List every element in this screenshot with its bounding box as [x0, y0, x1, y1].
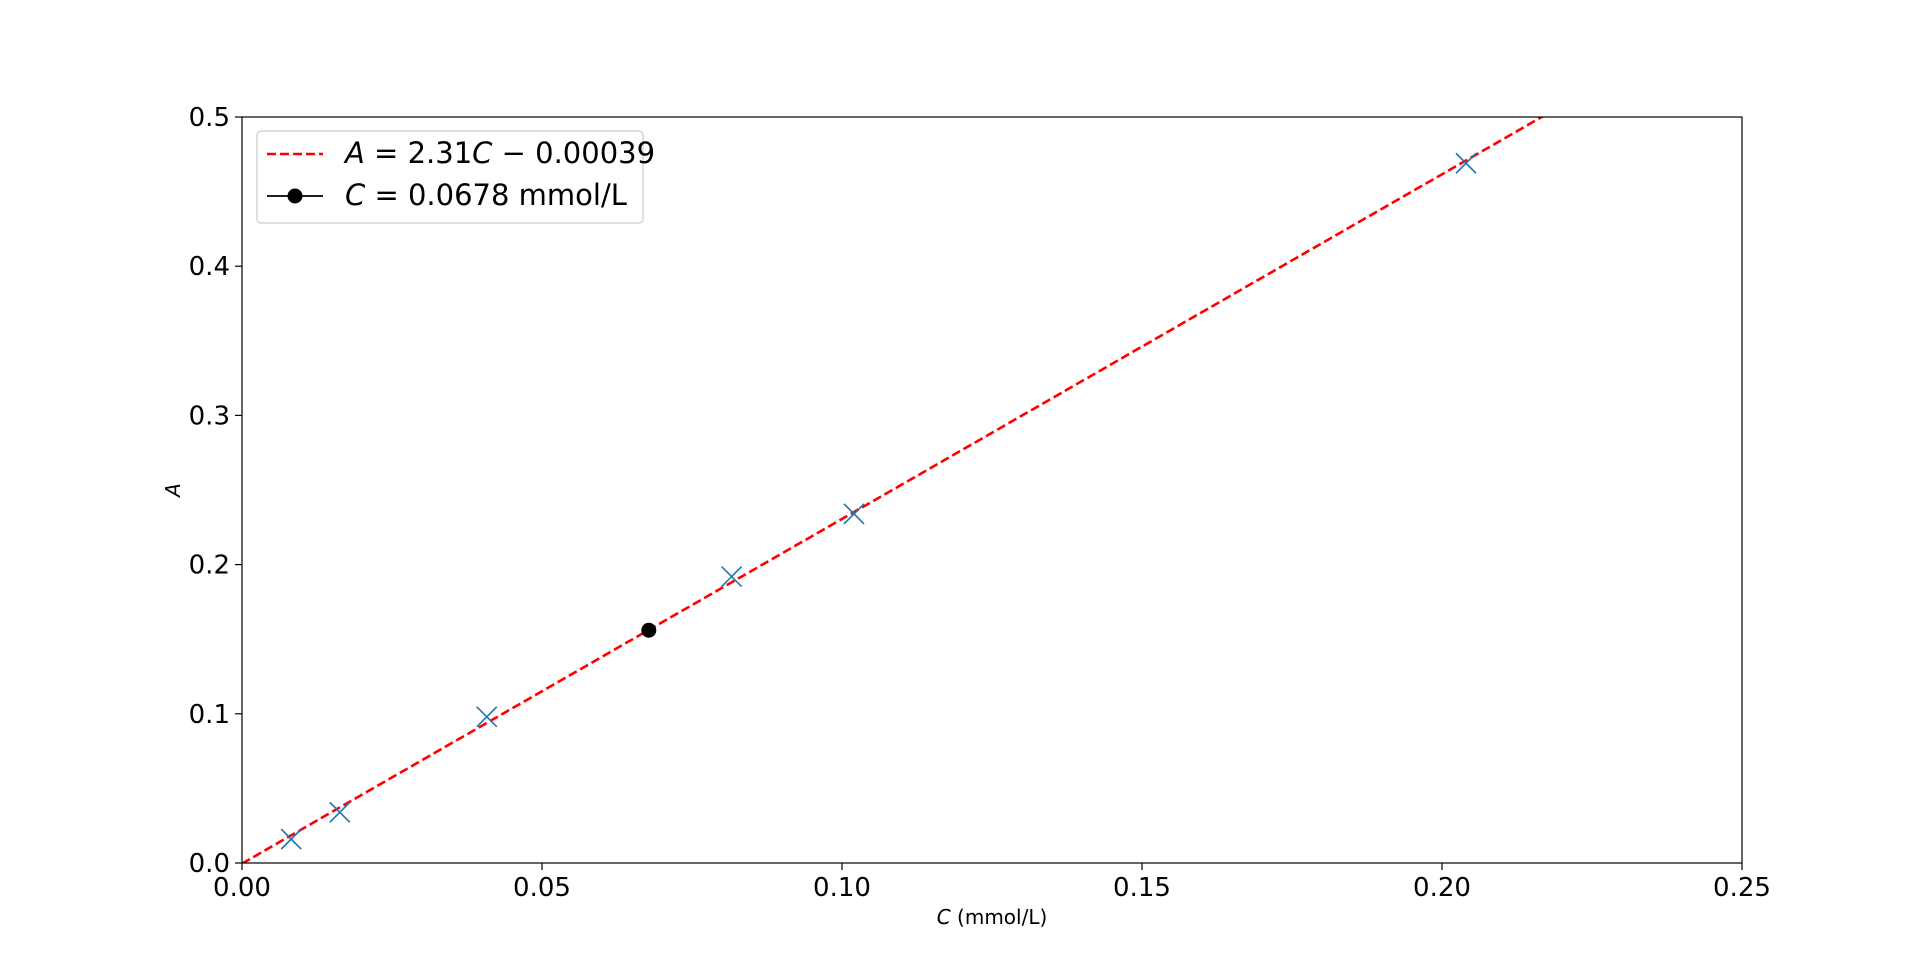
- fit-line: [242, 117, 1545, 863]
- y-tick-label: 0.1: [189, 700, 230, 730]
- data-point-stroke: [1455, 152, 1477, 174]
- legend-fit-var: C: [472, 136, 493, 170]
- y-axis-label: A: [161, 483, 185, 499]
- y-tick-label: 0.3: [189, 401, 230, 431]
- x-tick-label: 0.20: [1413, 873, 1471, 903]
- data-point-stroke: [721, 565, 743, 588]
- legend-fit-rest: − 0.00039: [492, 136, 655, 170]
- legend-result-rest: = 0.0678 mmol/L: [365, 178, 627, 212]
- data-point-stroke: [280, 828, 302, 850]
- x-tick-label: 0.05: [513, 873, 571, 903]
- plot-area: [242, 117, 1742, 863]
- data-point-stroke: [329, 801, 351, 823]
- data-point: [721, 565, 743, 588]
- x-axis-label: C (mmol/L): [937, 905, 1048, 929]
- y-tick-label: 0.4: [189, 252, 230, 282]
- x-tick-label: 0.15: [1113, 873, 1171, 903]
- legend-fit-line-label: A = 2.31C − 0.00039: [343, 136, 655, 170]
- data-point: [1455, 152, 1477, 174]
- legend-fit-lhs: A: [343, 136, 365, 170]
- x-tick-label: 0.00: [213, 873, 271, 903]
- data-point: [329, 801, 351, 823]
- data-points-layer: [280, 152, 1477, 850]
- data-point: [843, 503, 865, 525]
- legend-box: [256, 130, 644, 224]
- y-tick-label: 0.5: [189, 103, 230, 133]
- result-point: [641, 622, 657, 638]
- legend-fit-eq: = 2.31: [365, 136, 472, 170]
- y-axis: 0.0 0.1 0.2 0.3 0.4 0.5: [189, 103, 242, 879]
- x-axis: 0.00 0.05 0.10 0.15 0.20 0.25: [213, 863, 1771, 903]
- data-point: [280, 828, 302, 850]
- x-axis-label-var: C: [937, 905, 951, 929]
- legend: A = 2.31C − 0.00039 C = 0.0678 mmol/L: [256, 130, 655, 224]
- fit-line-layer: [242, 117, 1545, 863]
- x-axis-label-unit: (mmol/L): [951, 905, 1048, 929]
- y-tick-label: 0.0: [189, 849, 230, 879]
- legend-result-label: C = 0.0678 mmol/L: [345, 178, 627, 212]
- legend-result-swatch-marker: [287, 188, 303, 204]
- data-point: [476, 706, 498, 728]
- result-point-layer: [641, 622, 657, 638]
- plot-frame: [241, 116, 1743, 864]
- y-tick-label: 0.2: [189, 551, 230, 581]
- x-tick-label: 0.10: [813, 873, 871, 903]
- data-point-stroke: [843, 503, 865, 525]
- x-tick-label: 0.25: [1713, 873, 1771, 903]
- legend-result-var: C: [345, 178, 366, 212]
- data-point-stroke: [476, 706, 498, 728]
